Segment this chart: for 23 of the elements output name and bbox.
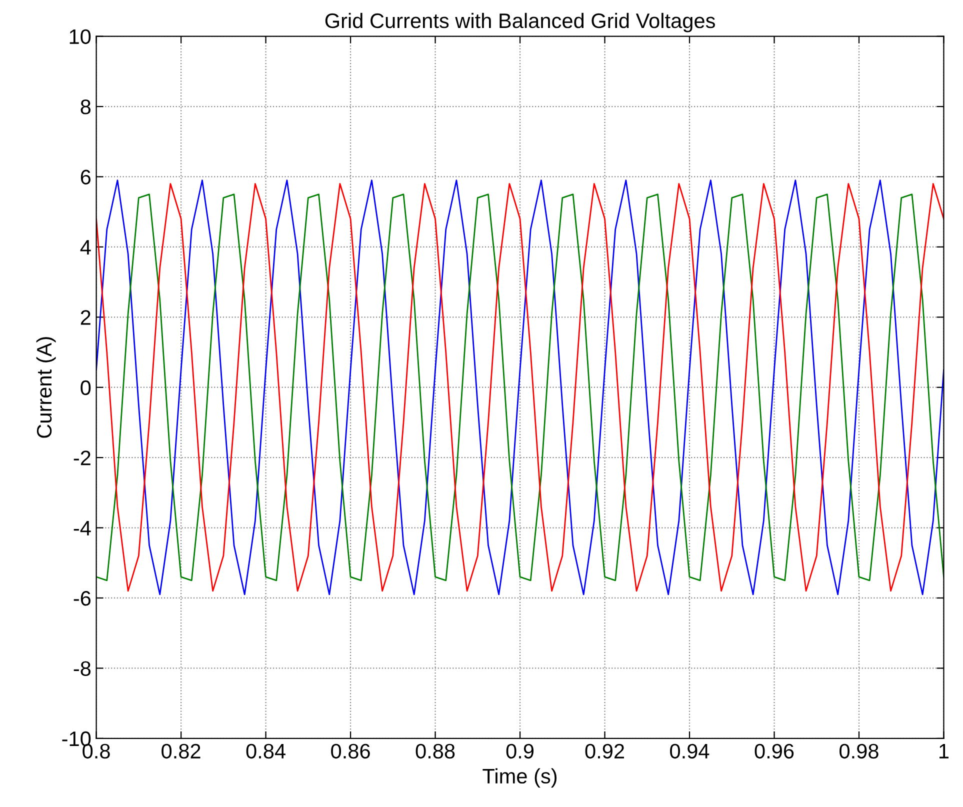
y-tick-label: -8 xyxy=(74,661,91,676)
chart-title: Grid Currents with Balanced Grid Voltages xyxy=(325,12,715,32)
x-tick-label: 0.88 xyxy=(416,744,455,759)
x-tick-label: 0.98 xyxy=(840,744,878,759)
y-tick-label: -2 xyxy=(74,450,90,466)
y-axis-title: Current (A) xyxy=(36,337,56,438)
x-tick-label: 0.9 xyxy=(506,744,534,759)
x-tick-label: 0.94 xyxy=(670,744,710,759)
y-tick-label: 2 xyxy=(80,310,90,325)
y-tick-label: -4 xyxy=(74,520,91,536)
x-axis-title: Time (s) xyxy=(482,768,557,788)
y-tick-label: 10 xyxy=(70,29,91,44)
x-tick-label: 0.92 xyxy=(585,744,624,759)
y-tick-label: 4 xyxy=(80,240,91,254)
x-tick-label: 1 xyxy=(940,744,949,758)
y-tick-label: 8 xyxy=(80,100,91,114)
y-tick-label: 0 xyxy=(80,380,91,396)
x-tick-label: 0.84 xyxy=(246,744,286,759)
x-tick-label: 0.96 xyxy=(754,744,794,759)
x-tick-label: 0.86 xyxy=(331,744,370,759)
y-tick-label: 6 xyxy=(80,170,91,184)
y-tick-label: -6 xyxy=(74,590,91,606)
x-tick-label: 0.82 xyxy=(162,744,200,759)
